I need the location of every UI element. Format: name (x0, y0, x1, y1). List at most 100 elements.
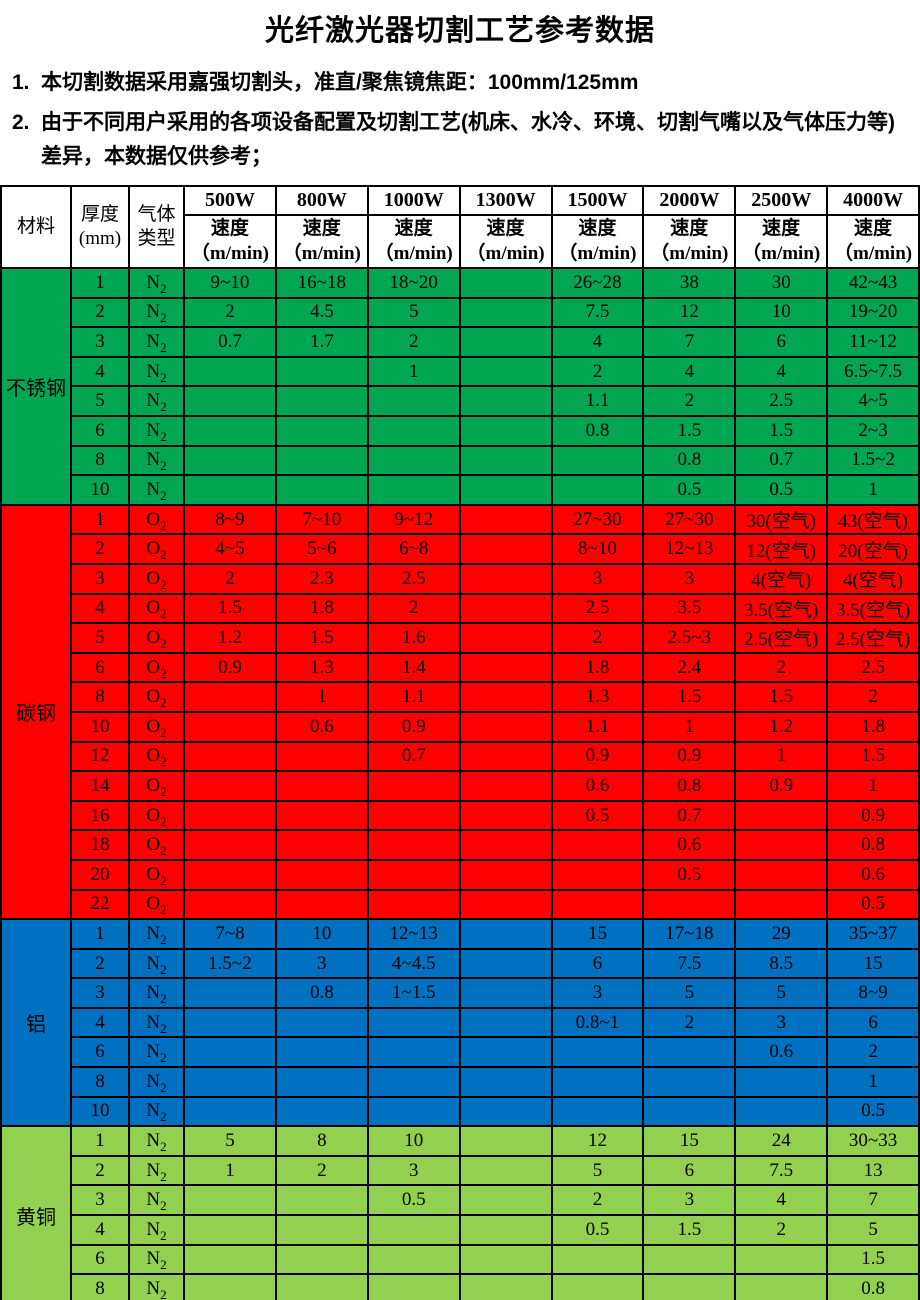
speed-cell (458, 740, 553, 773)
page-title: 光纤激光器切割工艺参考数据 (264, 15, 655, 47)
speed-cell (274, 474, 369, 506)
note-text: 由于不同用户采用的各项设备配置及切割工艺(机床、水冷、环境、切割气嘴以及气体压力… (41, 111, 895, 169)
speed-cell (550, 1036, 645, 1069)
speed-cell (366, 799, 461, 832)
table-row-brass: 6 N2 1.5 (1, 1243, 920, 1276)
note-item-2: 2. 由于不同用户采用的各项设备配置及切割工艺(机床、水冷、环境、切割气嘴以及气… (12, 106, 914, 174)
speed-cell (183, 1243, 277, 1276)
speed-cell: 3 (366, 1154, 461, 1187)
speed-cell (642, 1066, 737, 1098)
speed-cell: 2.5 (366, 562, 461, 595)
speed-cell: 27~30 (642, 503, 737, 536)
gas-cell: N2 (128, 1095, 185, 1128)
gas-cell: N2 (128, 977, 185, 1009)
speed-cell: 1.5 (642, 681, 737, 713)
header-row-speed: 速度 （m/min) 速度 （m/min) 速度 （m/min) 速度 （m/min) 速度 （m… (1, 214, 920, 270)
speed-cell (458, 1214, 553, 1246)
speed-cell (274, 1243, 369, 1276)
table-row-carbon-steel: 10 O2 0.6 0.9 1.1 1 1.2 1.8 (1, 710, 920, 743)
table-row-stainless-steel: 6 N2 0.8 1.5 1.5 2~3 (1, 415, 920, 447)
gas-cell: N2 (128, 1154, 185, 1187)
speed-cell: 6 (642, 1154, 737, 1187)
header-power-2000w: 2000W (642, 185, 737, 217)
speed-cell: 1.5 (274, 622, 369, 654)
note-number: 2. (12, 111, 30, 135)
speed-cell: 5 (183, 1125, 277, 1157)
speed-cell: 12(空气) (734, 533, 829, 565)
speed-cell: 5 (642, 977, 737, 1009)
speed-cell (366, 1006, 461, 1039)
speed-cell (458, 1095, 553, 1128)
speed-cell (274, 1036, 369, 1069)
speed-cell: 10 (734, 296, 829, 329)
speed-cell: 2.5 (550, 592, 645, 625)
table-row-brass: 4 N2 0.5 1.5 2 5 (1, 1214, 920, 1246)
table-row-stainless-steel: 4 N2 1 2 4 4 6.5~7.5 (1, 355, 920, 388)
table-row-carbon-steel: 8 O2 1 1.1 1.3 1.5 1.5 2 (1, 681, 920, 713)
speed-cell: 4 (550, 326, 645, 358)
material-cell-stainless-steel: 不锈钢 (0, 267, 72, 506)
speed-cell (183, 415, 277, 447)
gas-cell: N2 (128, 1125, 185, 1157)
gas-cell: N2 (128, 385, 185, 418)
speed-cell: 1 (183, 1154, 277, 1187)
speed-cell: 6 (734, 326, 829, 358)
speed-cell: 0.8~1 (550, 1006, 645, 1039)
speed-cell (458, 977, 553, 1009)
gas-cell: O2 (128, 829, 185, 861)
speed-cell: 0.5 (366, 1184, 461, 1217)
speed-cell: 1.2 (183, 622, 277, 654)
speed-cell: 6~8 (366, 533, 461, 565)
thickness-cell: 8 (70, 444, 130, 477)
speed-cell: 5 (366, 296, 461, 329)
speed-cell: 26~28 (550, 267, 645, 299)
speed-cell (366, 770, 461, 802)
speed-cell: 1.5~2 (183, 947, 277, 980)
speed-cell (274, 770, 369, 802)
speed-cell (183, 355, 277, 388)
speed-cell: 1.6 (366, 622, 461, 654)
speed-cell (642, 1273, 737, 1300)
thickness-cell: 3 (70, 326, 130, 358)
table-row-carbon-steel: 5 O2 1.2 1.5 1.6 2 2.5~3 2.5(空气) 2.5(空气) (1, 622, 920, 654)
speed-cell (366, 1214, 461, 1246)
thickness-cell: 2 (70, 533, 130, 565)
speed-cell: 0.9 (183, 651, 277, 684)
speed-cell (274, 1066, 369, 1098)
thickness-cell: 3 (70, 562, 130, 595)
speed-cell: 12 (642, 296, 737, 329)
table-row-brass: 3 N2 0.5 2 3 4 7 (1, 1184, 920, 1217)
speed-cell (183, 799, 277, 832)
speed-cell (366, 1243, 461, 1276)
gas-cell: O2 (128, 503, 185, 536)
table-row-aluminum: 4 N2 0.8~1 2 3 6 (1, 1006, 920, 1039)
speed-cell (183, 829, 277, 861)
speed-cell (550, 1273, 645, 1300)
speed-cell (366, 415, 461, 447)
speed-cell: 1.8 (550, 651, 645, 684)
thickness-cell: 1 (70, 1125, 130, 1157)
speed-cell: 0.5 (642, 858, 737, 891)
table-row-aluminum: 6 N2 0.6 2 (1, 1036, 920, 1069)
thickness-cell: 6 (70, 1243, 130, 1276)
speed-cell (550, 1095, 645, 1128)
speed-cell: 8~10 (550, 533, 645, 565)
speed-cell (366, 1095, 461, 1128)
gas-cell: O2 (128, 622, 185, 654)
header-speed-1000w: 速度 （m/min) (366, 214, 461, 270)
speed-cell (550, 858, 645, 891)
header-speed-1300w: 速度 （m/min) (458, 214, 553, 270)
speed-cell (366, 1273, 461, 1300)
speed-cell: 27~30 (550, 503, 645, 536)
speed-cell: 3 (734, 1006, 829, 1039)
speed-cell: 9~12 (366, 503, 461, 536)
speed-cell: 0.9 (826, 799, 920, 832)
speed-cell (274, 1214, 369, 1246)
speed-cell: 7 (826, 1184, 920, 1217)
speed-cell (183, 1273, 277, 1300)
speed-cell: 15 (642, 1125, 737, 1157)
speed-cell: 7 (642, 326, 737, 358)
speed-cell: 8.5 (734, 947, 829, 980)
gas-cell: N2 (128, 1214, 185, 1246)
speed-cell (274, 355, 369, 388)
